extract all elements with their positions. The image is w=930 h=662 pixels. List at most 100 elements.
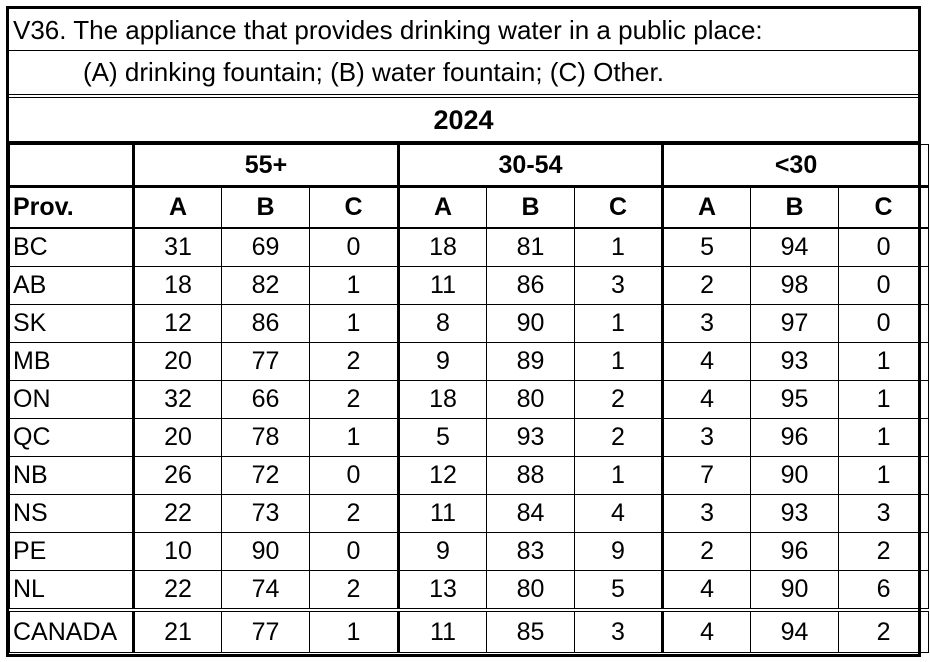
value-cell: 1 [838, 456, 930, 495]
value-cell: 4 [661, 342, 752, 381]
value-cell: 1 [838, 418, 930, 457]
value-cell: 0 [309, 456, 399, 495]
province-cell: BC [9, 227, 134, 267]
value-cell: 89 [486, 342, 575, 381]
value-cell: 1 [573, 456, 664, 495]
column-header-c: C [838, 186, 930, 229]
value-cell: 93 [750, 342, 840, 381]
value-cell: 9 [573, 532, 664, 571]
value-cell: 20 [132, 418, 222, 457]
value-cell: 20 [132, 342, 222, 381]
age-group-under-30: <30 [661, 144, 930, 188]
age-group-30-54: 30-54 [396, 144, 664, 188]
table-row: NL 22 74 2 13 80 5 4 90 6 [9, 570, 930, 611]
value-cell: 3 [661, 494, 752, 533]
value-cell: 94 [750, 227, 840, 267]
value-cell: 83 [486, 532, 575, 571]
value-cell: 80 [486, 570, 575, 611]
value-cell: 86 [486, 266, 575, 305]
value-cell: 82 [221, 266, 310, 305]
value-cell: 2 [309, 570, 399, 611]
province-cell: AB [9, 266, 134, 305]
value-cell: 1 [573, 342, 664, 381]
table-row: ON 32 66 2 18 80 2 4 95 1 [9, 380, 930, 419]
value-cell: 81 [486, 227, 575, 267]
value-cell: 0 [838, 304, 930, 343]
value-cell: 66 [221, 380, 310, 419]
value-cell: 95 [750, 380, 840, 419]
value-cell: 8 [397, 304, 487, 343]
value-cell: 73 [221, 494, 310, 533]
year-header: 2024 [9, 94, 918, 144]
table-row: PE 10 90 0 9 83 9 2 96 2 [9, 532, 930, 571]
question-line-2: (A) drinking fountain; (B) water fountai… [83, 57, 664, 87]
province-cell: PE [9, 532, 134, 571]
value-cell: 4 [661, 570, 752, 611]
value-cell: 12 [132, 304, 222, 343]
value-cell: 1 [838, 342, 930, 381]
value-cell: 11 [397, 266, 487, 305]
value-cell: 96 [750, 418, 840, 457]
province-cell: QC [9, 418, 134, 457]
table-row: BC 31 69 0 18 81 1 5 94 0 [9, 227, 930, 267]
value-cell: 3 [573, 608, 664, 653]
value-cell: 11 [397, 608, 487, 653]
results-table: 55+ 30-54 <30 Prov. A B C A B C A B C BC 31 69 0 18 81… [9, 144, 930, 653]
value-cell: 11 [397, 494, 487, 533]
value-cell: 80 [486, 380, 575, 419]
value-cell: 69 [221, 227, 310, 267]
value-cell: 18 [397, 380, 487, 419]
value-cell: 96 [750, 532, 840, 571]
value-cell: 84 [486, 494, 575, 533]
value-cell: 2 [573, 418, 664, 457]
value-cell: 77 [221, 342, 310, 381]
value-cell: 2 [661, 266, 752, 305]
value-cell: 90 [750, 456, 840, 495]
value-cell: 86 [221, 304, 310, 343]
province-cell: SK [9, 304, 134, 343]
value-cell: 5 [397, 418, 487, 457]
value-cell: 18 [132, 266, 222, 305]
value-cell: 4 [573, 494, 664, 533]
value-cell: 93 [486, 418, 575, 457]
value-cell: 4 [661, 608, 752, 653]
value-cell: 4 [661, 380, 752, 419]
value-cell: 2 [838, 532, 930, 571]
province-cell: NB [9, 456, 134, 495]
total-row: CANADA 21 77 1 11 85 3 4 94 2 [9, 608, 930, 653]
column-header-b: B [750, 186, 840, 229]
value-cell: 90 [750, 570, 840, 611]
table-row: SK 12 86 1 8 90 1 3 97 0 [9, 304, 930, 343]
survey-table-sheet: V36. The appliance that provides drinkin… [6, 6, 930, 657]
value-cell: 9 [397, 342, 487, 381]
value-cell: 2 [573, 380, 664, 419]
value-cell: 1 [309, 608, 399, 653]
value-cell: 72 [221, 456, 310, 495]
age-group-55-plus: 55+ [132, 144, 399, 188]
value-cell: 77 [221, 608, 310, 653]
value-cell: 22 [132, 570, 222, 611]
value-cell: 0 [838, 266, 930, 305]
value-cell: 1 [309, 304, 399, 343]
value-cell: 85 [486, 608, 575, 653]
province-cell: NS [9, 494, 134, 533]
value-cell: 13 [397, 570, 487, 611]
value-cell: 21 [132, 608, 222, 653]
age-group-header-row: 55+ 30-54 <30 [9, 144, 930, 188]
value-cell: 3 [573, 266, 664, 305]
value-cell: 1 [309, 418, 399, 457]
value-cell: 32 [132, 380, 222, 419]
value-cell: 78 [221, 418, 310, 457]
value-cell: 2 [309, 342, 399, 381]
value-cell: 94 [750, 608, 840, 653]
table-row: MB 20 77 2 9 89 1 4 93 1 [9, 342, 930, 381]
province-cell: NL [9, 570, 134, 611]
value-cell: 90 [221, 532, 310, 571]
value-cell: 1 [573, 304, 664, 343]
value-cell: 1 [838, 380, 930, 419]
value-cell: 10 [132, 532, 222, 571]
table-row: QC 20 78 1 5 93 2 3 96 1 [9, 418, 930, 457]
province-cell: CANADA [9, 608, 134, 653]
table-row: NB 26 72 0 12 88 1 7 90 1 [9, 456, 930, 495]
value-cell: 26 [132, 456, 222, 495]
